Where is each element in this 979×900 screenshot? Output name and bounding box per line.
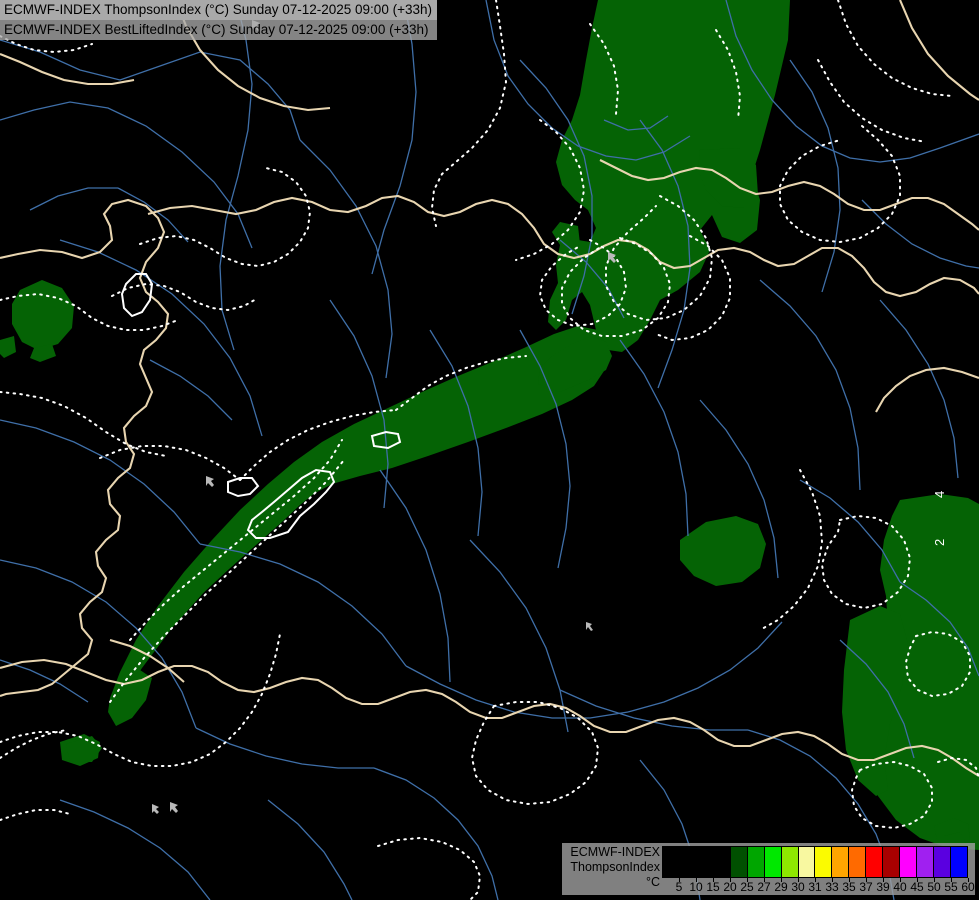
- color-swatch-3[interactable]: [713, 847, 731, 877]
- color-swatch-11[interactable]: [849, 847, 867, 877]
- tick-label-60: 60: [961, 880, 975, 894]
- color-swatch-10[interactable]: [832, 847, 850, 877]
- legend-unit: °C: [645, 875, 660, 889]
- tick-label-55: 55: [944, 880, 958, 894]
- color-swatch-9[interactable]: [815, 847, 833, 877]
- color-bar[interactable]: [662, 846, 968, 878]
- color-scale-legend: ECMWF-INDEX ThompsonIndex °C 5 10 15 20 25 27…: [562, 843, 975, 895]
- marker-arrow-3: [170, 802, 178, 813]
- tick-mark-31: [815, 878, 816, 882]
- map-marker-glyphs: [152, 20, 616, 814]
- tick-label-37: 37: [859, 880, 873, 894]
- color-swatch-2[interactable]: [696, 847, 714, 877]
- color-swatch-1[interactable]: [679, 847, 697, 877]
- tick-label-29: 29: [774, 880, 788, 894]
- color-bar-tick-axis: 5 10 15 20 25 27 29 30 31 33 35 37 39 40 45 50 55 60: [662, 878, 975, 894]
- tick-mark-33: [832, 878, 833, 882]
- tick-mark-30: [798, 878, 799, 882]
- color-swatch-14[interactable]: [900, 847, 918, 877]
- color-swatch-0[interactable]: [663, 847, 680, 877]
- tick-label-15: 15: [706, 880, 720, 894]
- tick-mark-50: [934, 878, 935, 882]
- tick-mark-27: [764, 878, 765, 882]
- tick-mark-39: [883, 878, 884, 882]
- tick-label-27: 27: [757, 880, 771, 894]
- tick-label-40: 40: [893, 880, 907, 894]
- legend-label-group: ECMWF-INDEX ThompsonIndex °C: [564, 845, 660, 890]
- tick-mark-40: [900, 878, 901, 882]
- contour-label-2: 2: [932, 539, 947, 546]
- title-line-thompson-index: ECMWF-INDEX ThompsonIndex (°C) Sunday 07…: [0, 0, 437, 20]
- title-line-best-lifted-index: ECMWF-INDEX BestLiftedIndex (°C) Sunday …: [0, 20, 437, 40]
- tick-mark-55: [951, 878, 952, 882]
- tick-mark-5: [679, 878, 680, 882]
- index-shaded-regions: [0, 0, 979, 850]
- country-borders: [0, 0, 979, 777]
- color-swatch-4[interactable]: [730, 847, 748, 877]
- tick-mark-29: [781, 878, 782, 882]
- tick-mark-37: [866, 878, 867, 882]
- color-swatch-5[interactable]: [747, 847, 765, 877]
- color-swatch-12[interactable]: [866, 847, 884, 877]
- marker-arrow-2: [206, 476, 214, 487]
- map-title-bar: ECMWF-INDEX ThompsonIndex (°C) Sunday 07…: [0, 0, 437, 40]
- color-swatch-8[interactable]: [798, 847, 816, 877]
- tick-mark-25: [747, 878, 748, 882]
- tick-mark-60: [968, 878, 969, 882]
- tick-mark-10: [696, 878, 697, 882]
- tick-label-35: 35: [842, 880, 856, 894]
- tick-label-30: 30: [791, 880, 805, 894]
- tick-label-10: 10: [689, 880, 703, 894]
- legend-model-name: ECMWF-INDEX: [570, 845, 660, 859]
- tick-label-25: 25: [740, 880, 754, 894]
- color-swatch-13[interactable]: [883, 847, 901, 877]
- tick-mark-20: [730, 878, 731, 882]
- color-swatch-17[interactable]: [950, 847, 967, 877]
- marker-arrow-4: [586, 622, 593, 631]
- tick-mark-15: [713, 878, 714, 882]
- tick-mark-35: [849, 878, 850, 882]
- color-swatch-16[interactable]: [934, 847, 951, 877]
- legend-parameter-name: ThompsonIndex: [570, 860, 660, 874]
- lake-outlines: [120, 273, 402, 539]
- tick-label-50: 50: [927, 880, 941, 894]
- tick-label-31: 31: [808, 880, 822, 894]
- marker-arrow-5: [152, 804, 159, 814]
- color-swatch-7[interactable]: [781, 847, 799, 877]
- tick-label-5: 5: [675, 880, 683, 894]
- tick-label-33: 33: [825, 880, 839, 894]
- tick-label-20: 20: [723, 880, 737, 894]
- tick-mark-45: [917, 878, 918, 882]
- tick-label-39: 39: [876, 880, 890, 894]
- contour-label-4: 4: [932, 491, 947, 498]
- contour-labels: 4 2: [932, 491, 947, 546]
- tick-label-45: 45: [910, 880, 924, 894]
- color-swatch-6[interactable]: [764, 847, 782, 877]
- color-swatch-15[interactable]: [917, 847, 934, 877]
- marker-arrow-1: [608, 252, 616, 263]
